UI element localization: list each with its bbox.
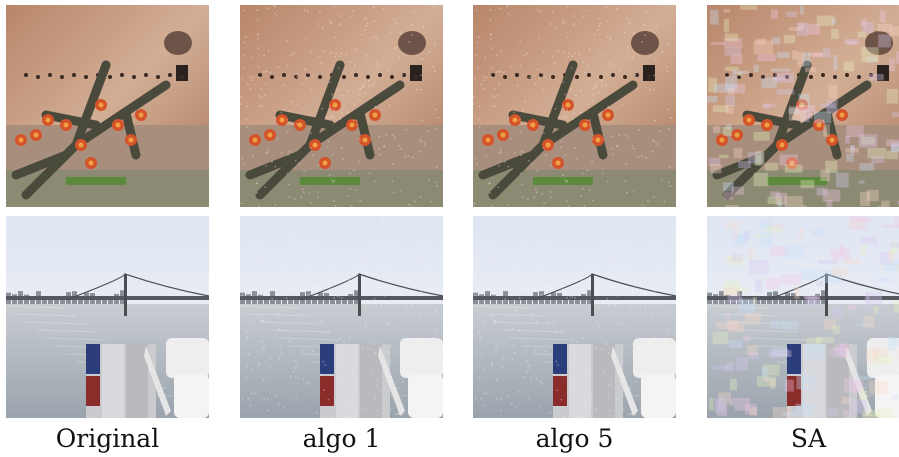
photo-bay-bridge-with-shipping-containers-algo-1 <box>240 216 443 418</box>
column-label-algo-5: algo 5 <box>535 424 614 453</box>
photo-cactus-flowers-against-rock-wall-algo-1 <box>240 5 443 207</box>
photo-cactus-flowers-against-rock-wall-sa <box>707 5 899 207</box>
photo-bay-bridge-with-shipping-containers-original <box>6 216 209 418</box>
column-label-sa: SA <box>790 424 827 453</box>
photo-bay-bridge-with-shipping-containers-algo-5 <box>473 216 676 418</box>
photo-bay-bridge-with-shipping-containers-sa <box>707 216 899 418</box>
column-label-algo-1: algo 1 <box>302 424 381 453</box>
column-label-original: Original <box>55 424 160 453</box>
photo-cactus-flowers-against-rock-wall-algo-5 <box>473 5 676 207</box>
photo-cactus-flowers-against-rock-wall-original <box>6 5 209 207</box>
